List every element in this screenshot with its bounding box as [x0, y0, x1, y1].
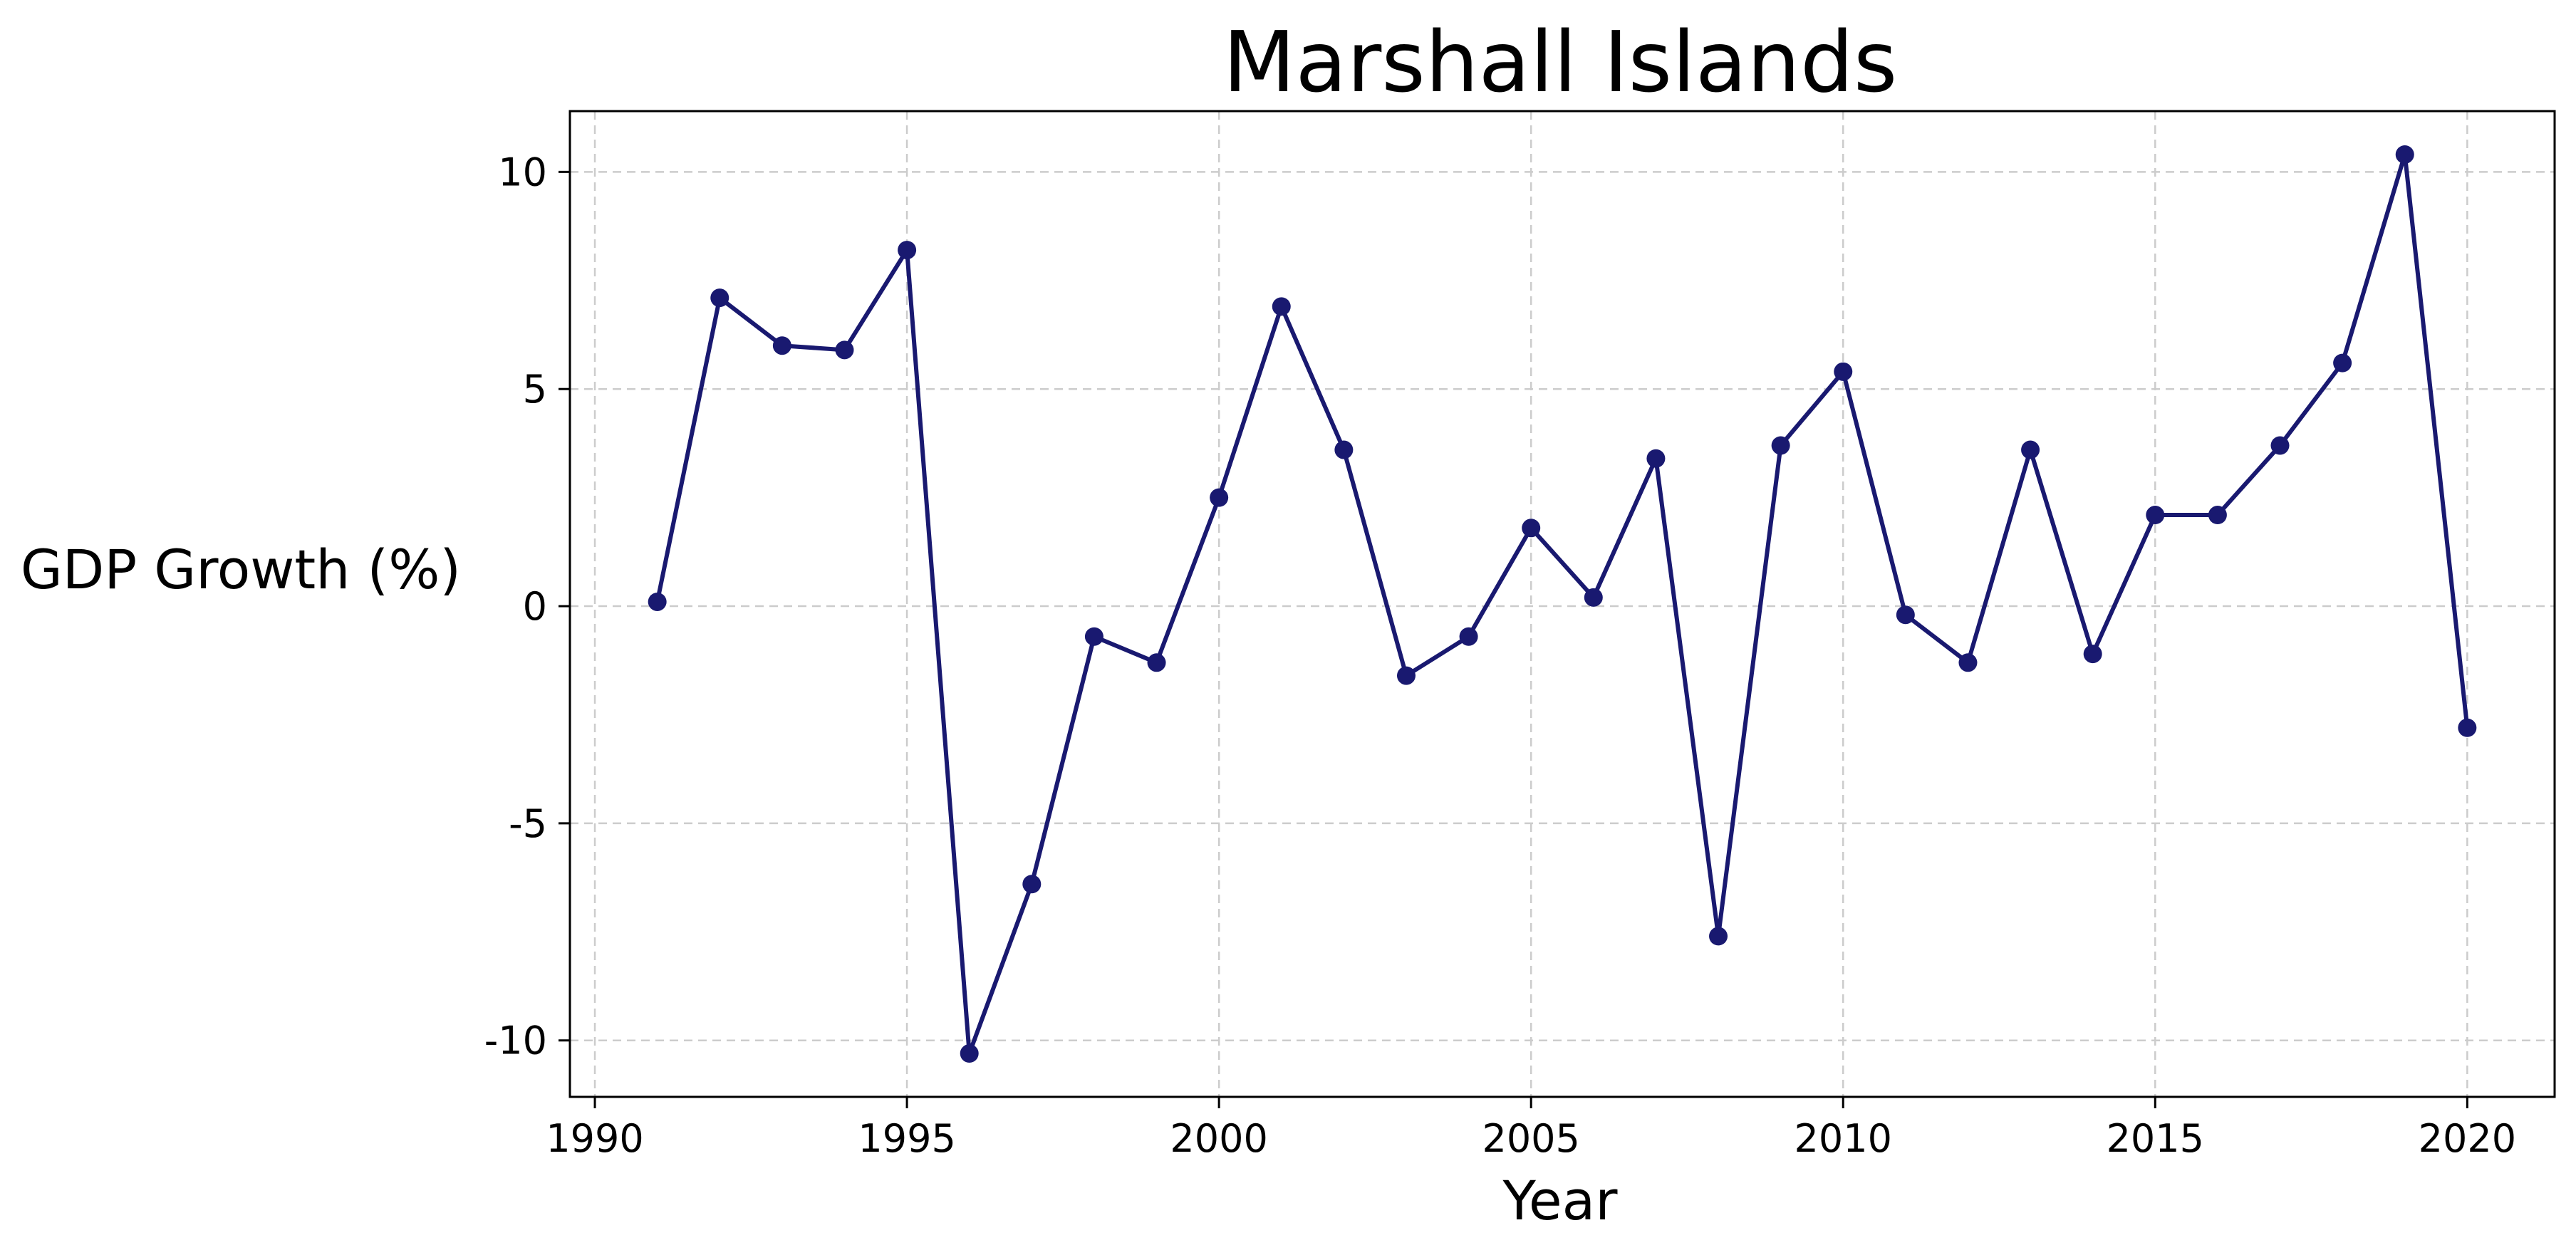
data-point: [2146, 506, 2165, 525]
data-point: [1396, 666, 1416, 685]
data-point: [772, 336, 791, 355]
data-point: [1272, 297, 1291, 316]
data-point: [1834, 362, 1853, 381]
data-point: [2458, 718, 2477, 737]
data-point: [1896, 605, 1915, 625]
data-point: [1522, 519, 1541, 538]
data-point: [1646, 449, 1666, 468]
data-point: [1958, 653, 1978, 672]
data-point: [2021, 440, 2040, 459]
data-point: [1709, 927, 1728, 946]
data-point: [1084, 627, 1103, 646]
data-point: [1022, 875, 1042, 894]
axes-layer: 1990 1995 2000 2005 2010 2015 2020 10 5 0 -5 -10: [484, 110, 2556, 1161]
data-point: [1334, 440, 1354, 459]
x-tick-label: 2020: [2419, 1116, 2516, 1161]
data-point: [648, 592, 667, 611]
data-point: [1459, 627, 1478, 646]
data-point: [710, 288, 729, 308]
plot-frame: [568, 110, 2556, 1098]
data-point: [2083, 645, 2102, 664]
y-axis-label: GDP Growth (%): [21, 538, 461, 601]
x-tick-label: 2000: [1170, 1116, 1267, 1161]
data-point: [2270, 436, 2290, 455]
y-tick-label: 0: [523, 584, 547, 629]
x-axis-label: Year: [1502, 1169, 1619, 1232]
x-tick-label: 1990: [546, 1116, 643, 1161]
x-tick-label: 2015: [2107, 1116, 2204, 1161]
data-point: [1771, 436, 1790, 455]
y-tick-label: -5: [509, 801, 547, 846]
x-tick-label: 1995: [858, 1116, 955, 1161]
series-line: [655, 152, 2470, 1056]
data-point: [835, 340, 854, 360]
data-point: [2208, 506, 2227, 525]
chart-title: Marshall Islands: [1223, 13, 1898, 111]
y-tick-label: 10: [498, 150, 547, 194]
y-tick-label: -10: [484, 1019, 547, 1063]
data-point: [1147, 653, 1166, 672]
data-point: [1210, 488, 1229, 507]
data-point: [960, 1044, 979, 1063]
data-point: [2395, 145, 2414, 164]
data-point: [2333, 353, 2352, 373]
x-tick-label: 2005: [1482, 1116, 1579, 1161]
grid-layer: [570, 111, 2555, 1097]
series-layer: [648, 145, 2477, 1063]
data-point: [1584, 588, 1603, 607]
x-tick-label: 2010: [1795, 1116, 1892, 1161]
data-point: [898, 241, 917, 260]
y-tick-label: 5: [523, 367, 547, 412]
